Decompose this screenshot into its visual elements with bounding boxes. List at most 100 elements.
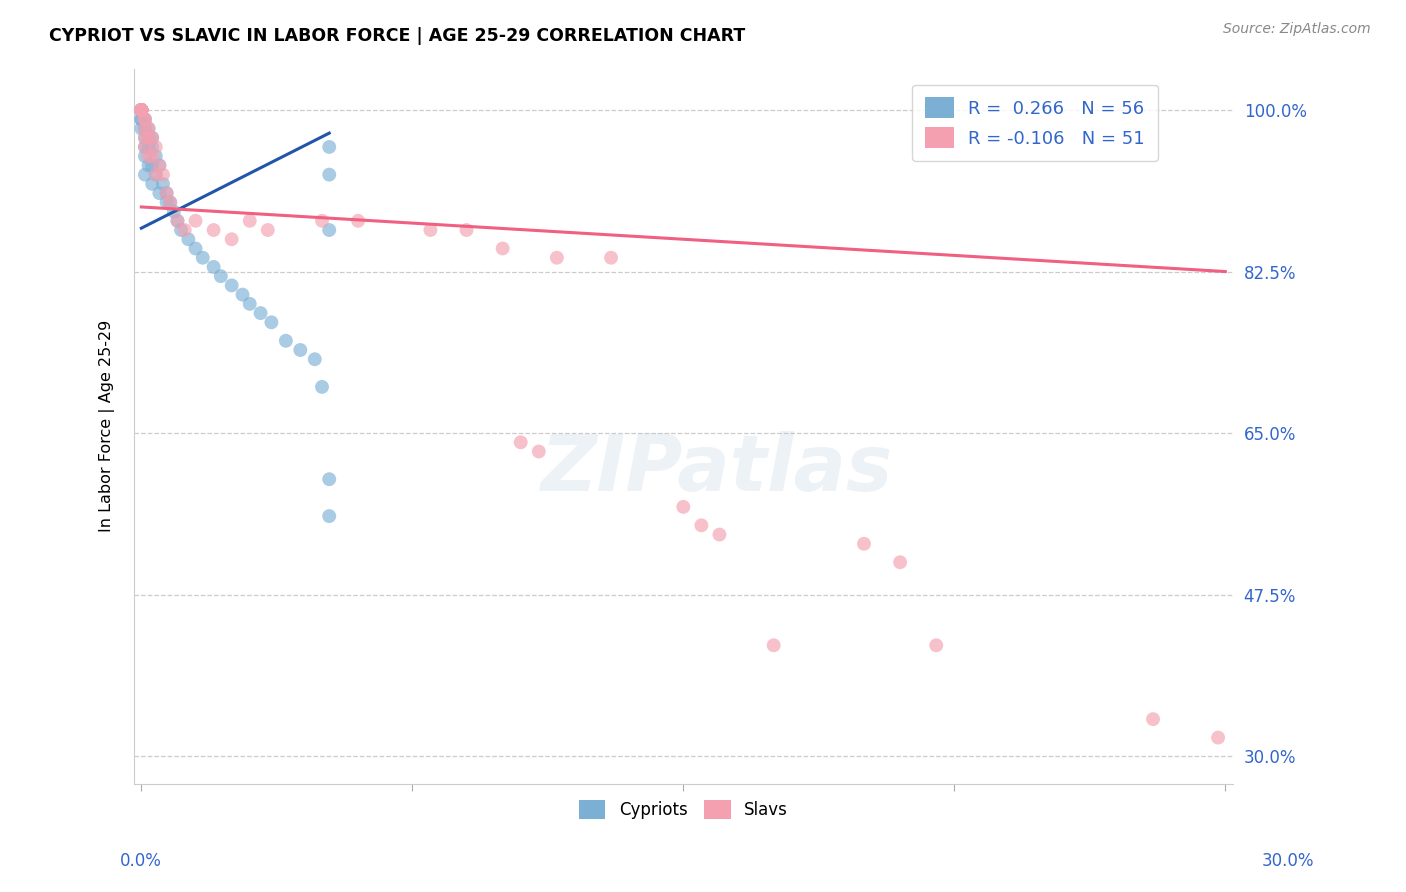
Point	[141, 149, 163, 163]
Point	[191, 251, 214, 265]
Legend: Cypriots, Slavs: Cypriots, Slavs	[572, 793, 794, 825]
Point	[239, 297, 262, 311]
Point	[202, 260, 225, 274]
Point	[166, 214, 188, 228]
Point	[138, 158, 160, 172]
Point	[221, 278, 243, 293]
Point	[131, 103, 153, 117]
Point	[131, 103, 153, 117]
Point	[209, 269, 232, 284]
Point	[131, 103, 153, 117]
Point	[166, 214, 188, 228]
Point	[347, 214, 370, 228]
Point	[131, 103, 153, 117]
Point	[131, 103, 153, 117]
Point	[141, 130, 163, 145]
Point	[311, 214, 333, 228]
Point	[170, 223, 193, 237]
Point	[131, 103, 153, 117]
Point	[177, 232, 200, 246]
Point	[131, 112, 153, 127]
Point	[249, 306, 271, 320]
Point	[134, 149, 156, 163]
Point	[134, 121, 156, 136]
Point	[311, 380, 333, 394]
Point	[138, 121, 160, 136]
Point	[852, 537, 875, 551]
Point	[148, 158, 170, 172]
Point	[141, 130, 163, 145]
Point	[134, 168, 156, 182]
Point	[138, 149, 160, 163]
Point	[131, 103, 153, 117]
Point	[138, 130, 160, 145]
Point	[131, 103, 153, 117]
Text: CYPRIOT VS SLAVIC IN LABOR FORCE | AGE 25-29 CORRELATION CHART: CYPRIOT VS SLAVIC IN LABOR FORCE | AGE 2…	[49, 27, 745, 45]
Point	[131, 103, 153, 117]
Point	[131, 121, 153, 136]
Point	[156, 186, 179, 200]
Point	[148, 186, 170, 200]
Point	[134, 112, 156, 127]
Point	[152, 168, 174, 182]
Point	[1206, 731, 1229, 745]
Text: 30.0%: 30.0%	[1263, 852, 1315, 870]
Point	[889, 555, 911, 569]
Point	[159, 195, 181, 210]
Point	[131, 103, 153, 117]
Point	[134, 140, 156, 154]
Text: ZIPatlas: ZIPatlas	[540, 431, 893, 507]
Point	[221, 232, 243, 246]
Point	[131, 103, 153, 117]
Point	[202, 223, 225, 237]
Point	[148, 158, 170, 172]
Point	[231, 287, 253, 301]
Point	[138, 130, 160, 145]
Point	[134, 121, 156, 136]
Point	[318, 509, 340, 524]
Point	[509, 435, 531, 450]
Point	[456, 223, 478, 237]
Point	[131, 103, 153, 117]
Point	[184, 242, 207, 256]
Point	[156, 195, 179, 210]
Point	[318, 140, 340, 154]
Point	[163, 204, 186, 219]
Point	[152, 177, 174, 191]
Point	[134, 140, 156, 154]
Point	[141, 177, 163, 191]
Point	[131, 103, 153, 117]
Point	[318, 223, 340, 237]
Point	[527, 444, 550, 458]
Point	[145, 168, 167, 182]
Point	[138, 140, 160, 154]
Point	[131, 103, 153, 117]
Point	[156, 186, 179, 200]
Point	[304, 352, 326, 367]
Point	[492, 242, 515, 256]
Point	[690, 518, 713, 533]
Point	[131, 103, 153, 117]
Text: 0.0%: 0.0%	[120, 852, 162, 870]
Point	[141, 158, 163, 172]
Point	[134, 130, 156, 145]
Point	[131, 112, 153, 127]
Point	[546, 251, 568, 265]
Point	[134, 130, 156, 145]
Text: Source: ZipAtlas.com: Source: ZipAtlas.com	[1223, 22, 1371, 37]
Point	[134, 112, 156, 127]
Point	[318, 168, 340, 182]
Point	[600, 251, 623, 265]
Point	[141, 140, 163, 154]
Point	[145, 168, 167, 182]
Point	[290, 343, 312, 357]
Point	[274, 334, 297, 348]
Point	[131, 103, 153, 117]
Point	[131, 103, 153, 117]
Point	[134, 112, 156, 127]
Point	[1142, 712, 1164, 726]
Point	[318, 472, 340, 486]
Point	[256, 223, 278, 237]
Point	[145, 140, 167, 154]
Point	[184, 214, 207, 228]
